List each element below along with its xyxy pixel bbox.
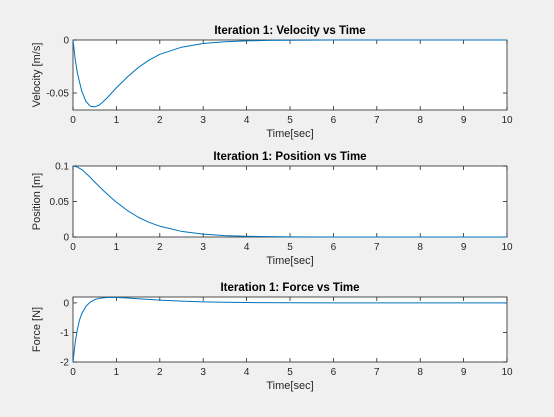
x-tick-label: 6 — [331, 242, 337, 253]
x-tick-label: 6 — [331, 367, 337, 378]
x-tick-label: 0 — [70, 115, 76, 126]
x-tick-label: 8 — [417, 242, 423, 253]
y-tick-label: -2 — [60, 358, 69, 369]
x-axis-label: Time[sec] — [266, 255, 313, 267]
chart-title: Iteration 1: Velocity vs Time — [214, 25, 365, 37]
y-axis-label: Position [m] — [31, 173, 43, 230]
y-tick-label: 0 — [63, 233, 69, 244]
subplot-2: 0 1 2 3 4 5 6 7 8 9 10 0 0.05 0.1 Iteration 1: Positio… — [31, 151, 513, 267]
x-tick-label: 7 — [374, 242, 380, 253]
y-tick-label: -1 — [60, 328, 69, 339]
series-line-1 — [72, 296, 507, 363]
plot-area — [72, 165, 508, 238]
x-tick-label: 5 — [287, 115, 293, 126]
x-tick-label: 4 — [244, 115, 250, 126]
y-tick-label: 0.05 — [50, 197, 70, 208]
y-tick-label: -0.05 — [46, 89, 69, 100]
series-line-1 — [72, 39, 507, 108]
x-tick-label: 2 — [157, 242, 163, 253]
x-tick-label: 1 — [114, 367, 120, 378]
x-tick-label: 7 — [374, 115, 380, 126]
x-tick-label: 6 — [331, 115, 337, 126]
x-tick-label: 8 — [417, 115, 423, 126]
x-tick-label: 5 — [287, 242, 293, 253]
x-tick-label: 3 — [200, 242, 206, 253]
y-tick-label: 0 — [63, 36, 69, 47]
y-axis-label: Force [N] — [31, 307, 43, 352]
chart-title: Iteration 1: Force vs Time — [220, 282, 359, 294]
x-tick-label: 9 — [461, 367, 467, 378]
x-tick-label: 10 — [501, 367, 513, 378]
x-tick-label: 9 — [461, 242, 467, 253]
plot-area — [72, 296, 508, 363]
x-axis-label: Time[sec] — [266, 128, 313, 140]
x-tick-label: 0 — [70, 367, 76, 378]
x-tick-label: 10 — [501, 242, 513, 253]
chart-title: Iteration 1: Position vs Time — [213, 151, 366, 163]
series-line-1 — [72, 165, 507, 238]
x-tick-label: 2 — [157, 115, 163, 126]
x-tick-label: 4 — [244, 242, 250, 253]
plot-area — [72, 39, 508, 111]
x-axis-label: Time[sec] — [266, 380, 313, 392]
x-tick-label: 10 — [501, 115, 513, 126]
x-tick-label: 9 — [461, 115, 467, 126]
x-tick-label: 5 — [287, 367, 293, 378]
y-tick-label: 0 — [63, 298, 69, 309]
subplot-3: 0 1 2 3 4 5 6 7 8 9 10 -2 -1 0 Iteration 1: Force vs T… — [31, 282, 513, 392]
y-axis-label: Velocity [m/s] — [31, 43, 43, 108]
x-tick-label: 8 — [417, 367, 423, 378]
x-tick-label: 4 — [244, 367, 250, 378]
x-tick-label: 3 — [200, 115, 206, 126]
x-tick-label: 7 — [374, 367, 380, 378]
x-tick-label: 0 — [70, 242, 76, 253]
x-tick-label: 1 — [114, 115, 120, 126]
subplot-1: 0 1 2 3 4 5 6 7 8 9 10 -0.05 0 Iteration 1: Velocity … — [31, 25, 513, 140]
x-tick-label: 3 — [200, 367, 206, 378]
x-tick-label: 1 — [114, 242, 120, 253]
y-tick-label: 0.1 — [55, 162, 69, 173]
x-tick-label: 2 — [157, 367, 163, 378]
